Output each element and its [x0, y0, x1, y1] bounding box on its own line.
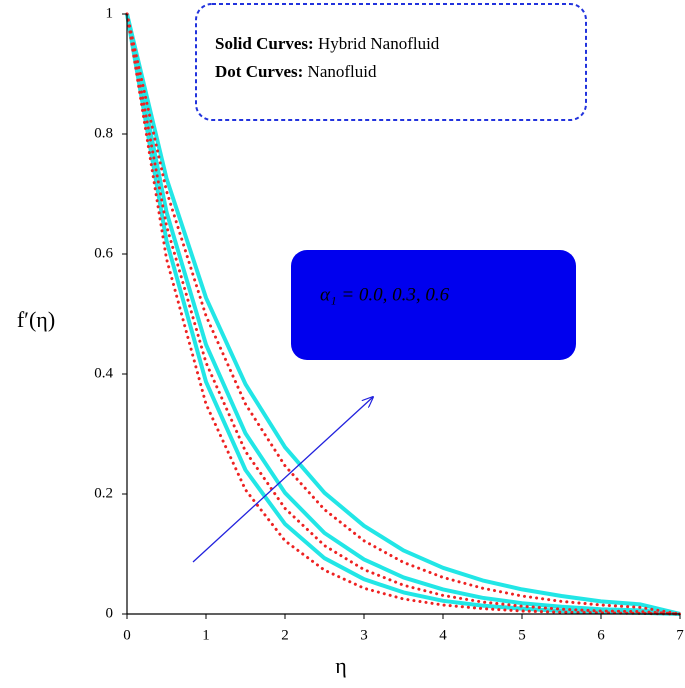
- series-line: [125, 13, 681, 616]
- x-tick-label: 3: [360, 627, 368, 643]
- x-tick-label: 1: [202, 627, 210, 643]
- y-tick-label: 0.6: [94, 245, 113, 261]
- legend-text: Hybrid Nanofluid: [318, 34, 440, 53]
- x-axis-label: η: [335, 653, 347, 678]
- y-tick-label: 0.2: [94, 485, 113, 501]
- legend-text: Nanofluid: [308, 62, 377, 81]
- x-tick-label: 4: [439, 627, 447, 643]
- trend-arrow: [192, 397, 373, 563]
- param-label: α₁ = 0.0, 0.3, 0.6: [320, 284, 450, 305]
- x-tick-label: 0: [123, 627, 131, 643]
- series-line: [125, 13, 681, 616]
- y-axis-label: f′(η): [17, 307, 55, 332]
- legend-line: Solid Curves: Hybrid Nanofluid: [215, 34, 440, 53]
- legend-line: Dot Curves: Nanofluid: [215, 62, 377, 81]
- legend-key: Solid Curves:: [215, 34, 314, 53]
- plot-area: [125, 12, 682, 616]
- legend-key: Dot Curves:: [215, 62, 303, 81]
- legend-box: [195, 3, 587, 121]
- y-tick-label: 0.8: [94, 125, 113, 141]
- x-tick-label: 2: [281, 627, 289, 643]
- x-tick-label: 5: [518, 627, 526, 643]
- y-tick-label: 1: [106, 5, 114, 21]
- y-tick-label: 0.4: [94, 365, 113, 381]
- param-box: [291, 250, 576, 360]
- x-tick-label: 7: [676, 627, 684, 643]
- x-tick-label: 6: [597, 627, 605, 643]
- y-tick-label: 0: [106, 605, 114, 621]
- series-line: [125, 12, 682, 616]
